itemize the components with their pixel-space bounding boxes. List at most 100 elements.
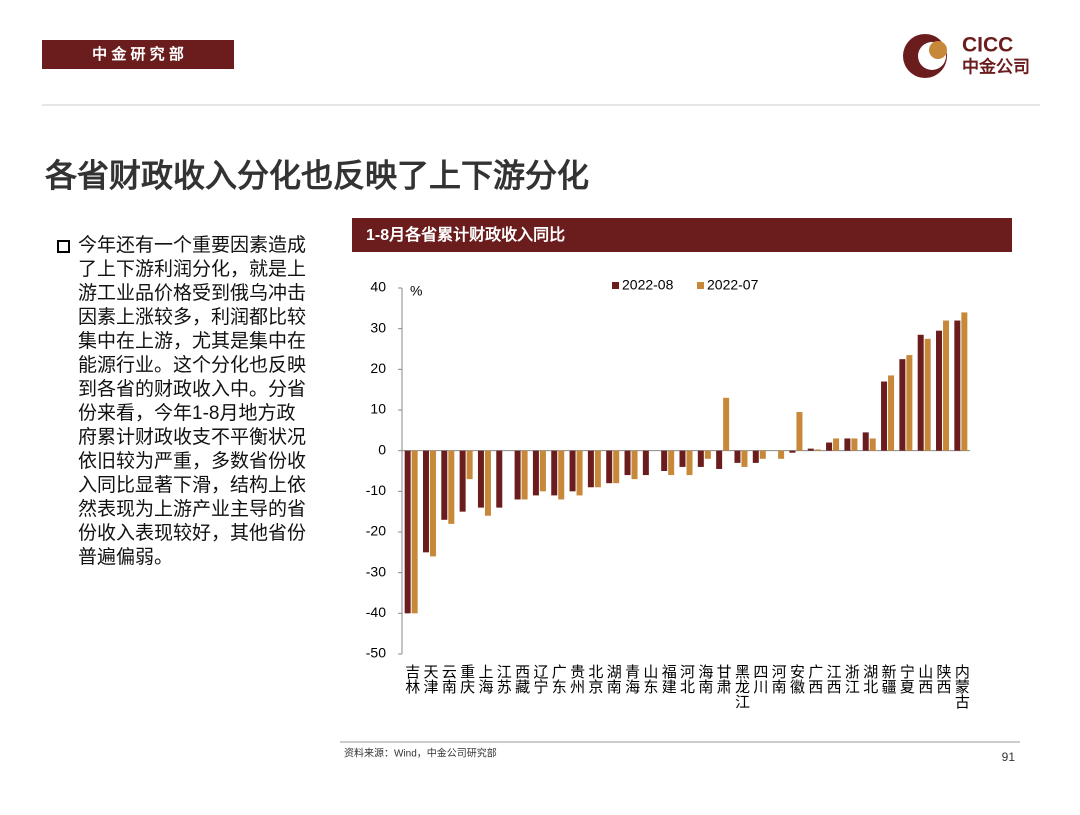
bar xyxy=(716,450,723,469)
bar xyxy=(624,450,631,476)
bar xyxy=(833,438,840,451)
logo-cn: 中金公司 xyxy=(962,56,1030,76)
y-tick-label: -10 xyxy=(366,482,386,498)
header-box xyxy=(42,40,234,69)
bar xyxy=(466,450,473,480)
legend-swatch xyxy=(697,282,704,289)
logo-dot xyxy=(929,41,947,59)
header-label: 中 金 研 究 部 xyxy=(92,45,184,63)
x-tick-label: 内蒙古 xyxy=(953,664,970,709)
x-tick-label: 海南 xyxy=(696,664,713,694)
bar xyxy=(796,412,803,451)
bar xyxy=(422,450,429,553)
x-tick-label: 上海 xyxy=(476,664,493,694)
y-tick-label: 40 xyxy=(370,279,386,295)
x-tick-label: 河南 xyxy=(770,664,787,694)
x-tick-label: 北京 xyxy=(586,664,603,695)
bar xyxy=(686,450,693,476)
bar xyxy=(569,450,576,492)
bar xyxy=(899,359,906,451)
bar xyxy=(752,450,759,463)
bar xyxy=(484,450,491,516)
x-tick-label: 新疆 xyxy=(880,664,897,694)
bar xyxy=(594,450,601,488)
bar xyxy=(943,320,950,451)
y-tick-label: -50 xyxy=(366,645,386,661)
bar xyxy=(429,450,436,557)
x-tick-label: 吉林 xyxy=(403,664,420,694)
bar xyxy=(539,450,546,492)
bar xyxy=(888,375,895,451)
bar xyxy=(734,450,741,463)
bar xyxy=(704,450,711,459)
x-tick-label: 甘肃 xyxy=(715,664,732,694)
bar xyxy=(961,312,968,451)
x-tick-label: 河北 xyxy=(678,664,695,694)
bar xyxy=(613,450,620,484)
bar xyxy=(844,438,851,451)
x-tick-label: 陕西 xyxy=(935,664,952,694)
x-tick-label: 辽宁 xyxy=(531,664,548,694)
x-tick-label: 四川 xyxy=(751,664,768,694)
bar xyxy=(697,450,704,467)
y-tick-label: 0 xyxy=(378,441,386,457)
x-tick-label: 天津 xyxy=(422,664,439,694)
y-tick-label: 30 xyxy=(370,319,386,335)
x-tick-label: 贵州 xyxy=(568,664,585,694)
bar xyxy=(404,450,411,614)
x-tick-label: 广东 xyxy=(550,664,567,694)
bar xyxy=(862,432,869,451)
bar xyxy=(514,450,521,500)
bar xyxy=(551,450,558,496)
x-tick-label: 云南 xyxy=(440,664,457,694)
bar xyxy=(661,450,668,471)
bar xyxy=(814,449,821,451)
bullet-text: 今年还有一个重要因素造成了上下游利润分化，就是上游工业品价格受到俄乌冲击因素上涨… xyxy=(78,235,307,568)
y-tick-label: 20 xyxy=(370,360,386,376)
bar xyxy=(954,320,961,451)
bar xyxy=(869,438,876,451)
source: 资料来源：Wind，中金公司研究部 xyxy=(344,747,497,760)
x-tick-label: 福建 xyxy=(660,664,677,694)
page-number: 91 xyxy=(1002,750,1016,764)
chart-title: 1-8月各省累计财政收入同比 xyxy=(366,225,565,244)
x-tick-label: 广西 xyxy=(806,664,823,694)
x-tick-label: 山东 xyxy=(641,664,658,694)
chart-title-bar xyxy=(352,218,1012,252)
x-tick-label: 湖北 xyxy=(861,664,878,694)
bar xyxy=(477,450,484,508)
y-tick-label: -30 xyxy=(366,563,386,579)
y-tick-label: -20 xyxy=(366,523,386,539)
bar xyxy=(778,450,785,459)
x-tick-label: 重庆 xyxy=(458,664,475,694)
bar xyxy=(521,450,528,500)
bullet-icon xyxy=(57,240,70,253)
bar xyxy=(606,450,613,484)
y-tick-label: -40 xyxy=(366,604,386,620)
bar xyxy=(906,355,913,451)
bar xyxy=(851,438,858,451)
bar xyxy=(679,450,686,467)
slide-title: 各省财政收入分化也反映了上下游分化 xyxy=(45,157,589,193)
x-tick-label: 湖南 xyxy=(605,664,622,694)
y-unit: % xyxy=(410,283,422,299)
logo-en: CICC xyxy=(962,34,1013,57)
legend-swatch xyxy=(612,282,619,289)
x-tick-label: 西藏 xyxy=(513,664,530,695)
bar xyxy=(789,450,796,453)
x-tick-label: 江苏 xyxy=(495,664,512,695)
bar xyxy=(558,450,565,500)
legend-label: 2022-07 xyxy=(707,277,759,293)
bar xyxy=(759,450,766,459)
bar xyxy=(936,330,943,451)
x-tick-label: 宁夏 xyxy=(898,664,915,694)
bar xyxy=(459,450,466,512)
x-tick-label: 安徽 xyxy=(788,664,805,694)
bar xyxy=(441,450,448,520)
bar xyxy=(917,334,924,451)
bar xyxy=(826,442,833,451)
bar xyxy=(642,450,649,476)
x-tick-label: 青海 xyxy=(623,664,640,694)
bar xyxy=(587,450,594,488)
